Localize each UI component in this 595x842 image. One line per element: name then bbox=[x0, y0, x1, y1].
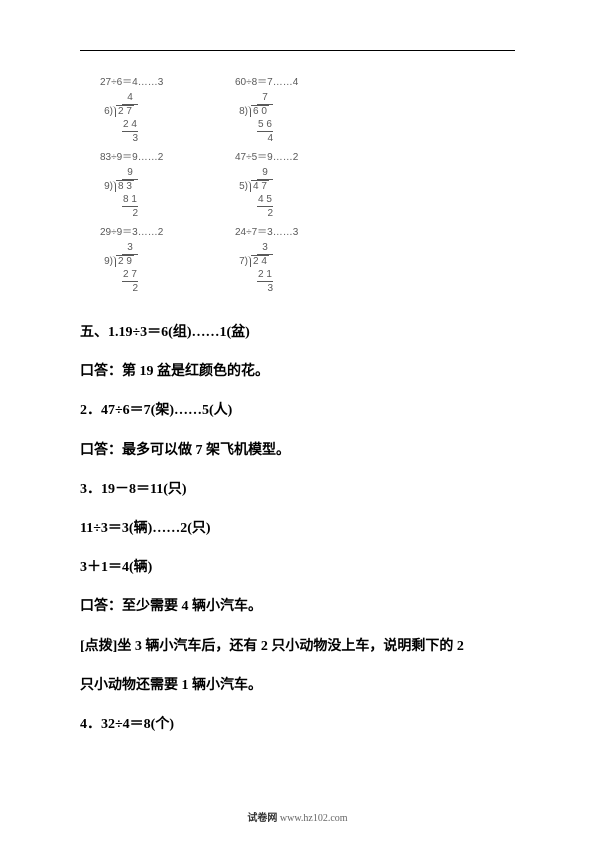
calc-eq: 83÷9＝9……2 bbox=[100, 151, 190, 164]
calc-eq: 24÷7＝3……3 bbox=[235, 226, 325, 239]
calc-2-left: 83÷9＝9……2 9 9)8 3 8 1 2 bbox=[100, 151, 190, 220]
line-7: 3＋1＝4(辆) bbox=[80, 548, 515, 587]
calc-row-2: 83÷9＝9……2 9 9)8 3 8 1 2 47÷5＝9……2 9 5)4 … bbox=[100, 151, 515, 220]
long-division: 7 8)6 0 5 6 4 bbox=[235, 91, 273, 145]
calc-eq: 60÷8＝7……4 bbox=[235, 76, 325, 89]
footer-url: www.hz102.com bbox=[280, 813, 348, 824]
line-6: 11÷3＝3(辆)……2(只) bbox=[80, 509, 515, 548]
calc-eq: 29÷9＝3……2 bbox=[100, 226, 190, 239]
top-rule bbox=[80, 50, 515, 51]
calc-1-left: 27÷6＝4……3 4 6)2 7 2 4 3 bbox=[100, 76, 190, 145]
line-4: 口答：最多可以做 7 架飞机模型。 bbox=[80, 431, 515, 470]
line-8: 口答：至少需要 4 辆小汽车。 bbox=[80, 587, 515, 626]
body-text: 五、1.19÷3＝6(组)……1(盆) 口答：第 19 盆是红颜色的花。 2．4… bbox=[80, 313, 515, 744]
calc-row-3: 29÷9＝3……2 3 9)2 9 2 7 2 24÷7＝3……3 3 7)2 … bbox=[100, 226, 515, 295]
long-division: 3 9)2 9 2 7 2 bbox=[100, 241, 138, 295]
long-division: 9 5)4 7 4 5 2 bbox=[235, 166, 273, 220]
line-9: [点拨]坐 3 辆小汽车后，还有 2 只小动物没上车，说明剩下的 2 bbox=[80, 627, 515, 666]
calc-row-1: 27÷6＝4……3 4 6)2 7 2 4 3 60÷8＝7……4 7 8)6 … bbox=[100, 76, 515, 145]
line-11: 4．32÷4＝8(个) bbox=[80, 705, 515, 744]
line-1: 五、1.19÷3＝6(组)……1(盆) bbox=[80, 313, 515, 352]
calc-3-right: 24÷7＝3……3 3 7)2 4 2 1 3 bbox=[235, 226, 325, 295]
long-division: 3 7)2 4 2 1 3 bbox=[235, 241, 273, 295]
long-division: 9 9)8 3 8 1 2 bbox=[100, 166, 138, 220]
line-3: 2．47÷6＝7(架)……5(人) bbox=[80, 391, 515, 430]
line-10: 只小动物还需要 1 辆小汽车。 bbox=[80, 666, 515, 705]
calc-eq: 27÷6＝4……3 bbox=[100, 76, 190, 89]
calc-eq: 47÷5＝9……2 bbox=[235, 151, 325, 164]
line-5: 3．19－8＝11(只) bbox=[80, 470, 515, 509]
line-2: 口答：第 19 盆是红颜色的花。 bbox=[80, 352, 515, 391]
calc-3-left: 29÷9＝3……2 3 9)2 9 2 7 2 bbox=[100, 226, 190, 295]
footer: 试卷网 www.hz102.com bbox=[0, 809, 595, 824]
calc-2-right: 47÷5＝9……2 9 5)4 7 4 5 2 bbox=[235, 151, 325, 220]
calc-1-right: 60÷8＝7……4 7 8)6 0 5 6 4 bbox=[235, 76, 325, 145]
footer-label: 试卷网 bbox=[247, 813, 277, 824]
long-division: 4 6)2 7 2 4 3 bbox=[100, 91, 138, 145]
